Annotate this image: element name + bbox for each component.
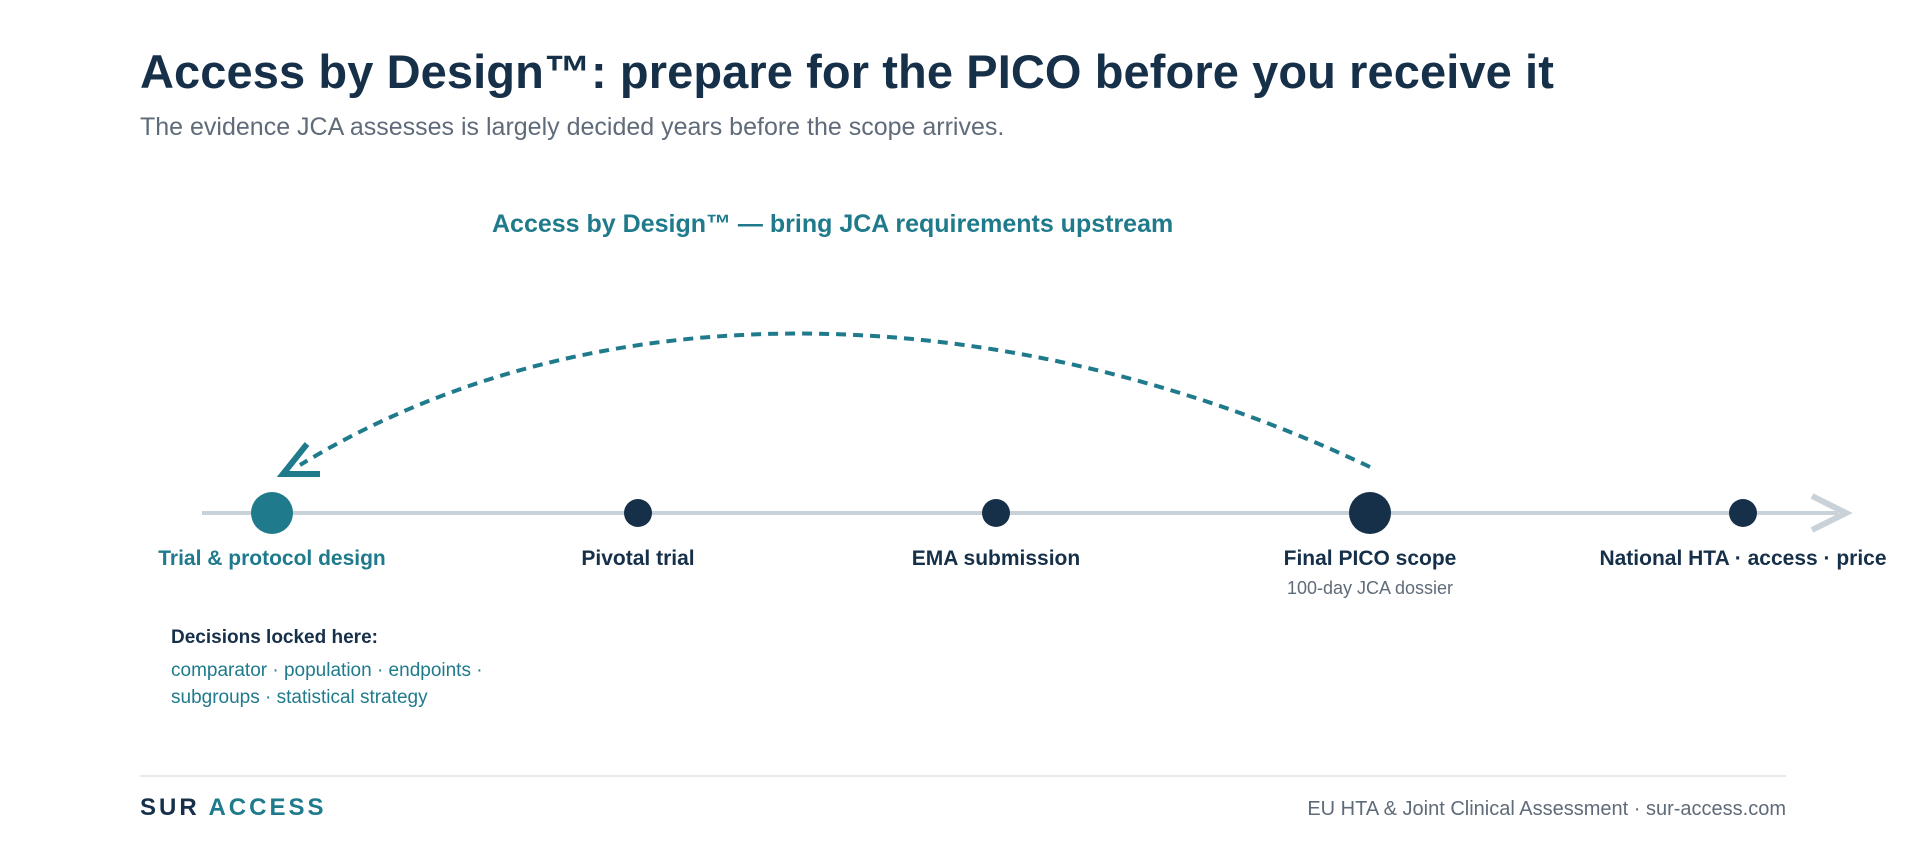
upstream-arc: [298, 331, 1371, 469]
milestone-node-final-pico: [1349, 492, 1391, 534]
milestone-node-ema-submission: [982, 499, 1010, 527]
brand-logo: SUR ACCESS: [140, 794, 326, 822]
decisions-locked-note: Decisions locked here: comparator · popu…: [171, 627, 511, 711]
milestone-sublabel-final-pico: 100-day JCA dossier: [1286, 578, 1454, 598]
arrowhead-icon: [276, 442, 320, 477]
decisions-heading: Decisions locked here:: [171, 627, 378, 648]
page-subtitle: The evidence JCA assesses is largely dec…: [140, 113, 1005, 141]
milestone-label-ema-submission: EMA submission: [911, 547, 1081, 570]
chevron-right-icon: [1810, 493, 1853, 533]
milestone-label-final-pico: Final PICO scope: [1283, 547, 1457, 570]
milestone-node-trial-design: [251, 492, 293, 534]
upstream-callout-label: Access by Design™ — bring JCA requiremen…: [492, 210, 1174, 238]
milestone-node-national-hta: [1729, 499, 1757, 527]
footer-info: EU HTA & Joint Clinical Assessment · sur…: [1307, 798, 1786, 820]
milestone-label-trial-design: Trial & protocol design: [158, 547, 386, 570]
milestone-label-national-hta: National HTA · access · price: [1599, 547, 1887, 570]
footer-divider: [140, 775, 1786, 777]
milestone-label-pivotal-trial: Pivotal trial: [581, 547, 695, 570]
page-title: Access by Design™: prepare for the PICO …: [140, 45, 1554, 98]
brand-name-part2: ACCESS: [208, 794, 327, 821]
brand-name-part1: SUR: [140, 794, 200, 821]
decisions-items: comparator · population · endpoints · su…: [171, 660, 483, 708]
milestone-node-pivotal-trial: [624, 499, 652, 527]
